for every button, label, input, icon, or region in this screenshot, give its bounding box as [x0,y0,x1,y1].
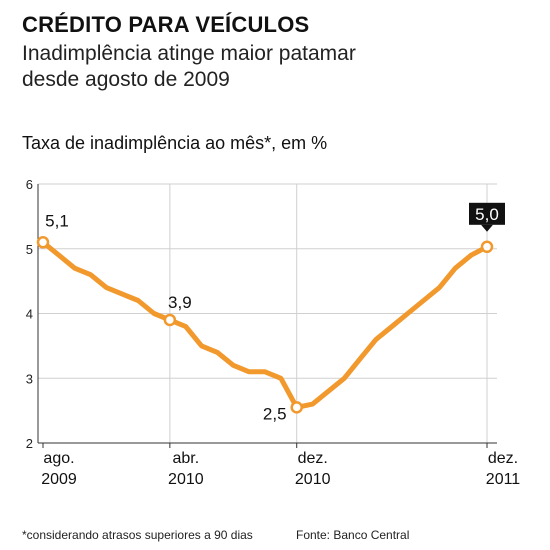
y-tick-label: 3 [26,371,33,386]
data-label: 3,9 [168,293,192,312]
x-tick-sublabel: 2010 [168,471,204,488]
data-point-marker [36,236,50,249]
source-credit: Fonte: Banco Central [296,528,410,542]
chart-title: Taxa de inadimplência ao mês*, em % [22,133,328,153]
x-tick-label: dez. [488,450,518,467]
y-tick-label: 5 [26,242,33,257]
highlight-data-label: 5,0 [475,205,499,224]
x-tick-sublabel: 2011 [486,471,521,488]
series-line [40,239,490,410]
footnote: *considerando atrasos superiores a 90 di… [22,528,253,542]
data-label: 5,1 [45,211,69,230]
x-tick-label: dez. [298,450,328,467]
x-tick-sublabel: 2009 [41,471,77,488]
data-point-marker [163,313,177,327]
x-tick-sublabel: 2010 [295,471,331,488]
highlight-label-pointer [481,224,493,232]
chart-subtitle: Inadimplência atinge maior patamar desde… [22,42,356,91]
data-point-marker [290,401,303,414]
data-point-marker [480,240,494,254]
chart-headline: CRÉDITO PARA VEÍCULOS [22,12,310,37]
y-tick-label: 4 [26,307,33,322]
highlight-label-box [469,202,505,225]
x-tick-label: ago. [43,450,74,467]
data-label: 2,5 [263,404,287,423]
y-tick-label: 6 [26,177,33,192]
x-tick-label: abr. [173,450,200,467]
line-chart: 2 3 4 5 6 ago. 2009 abr. 2010 dez. 2010 dez. 2011 5,1… [26,177,521,488]
y-tick-label: 2 [26,436,33,451]
